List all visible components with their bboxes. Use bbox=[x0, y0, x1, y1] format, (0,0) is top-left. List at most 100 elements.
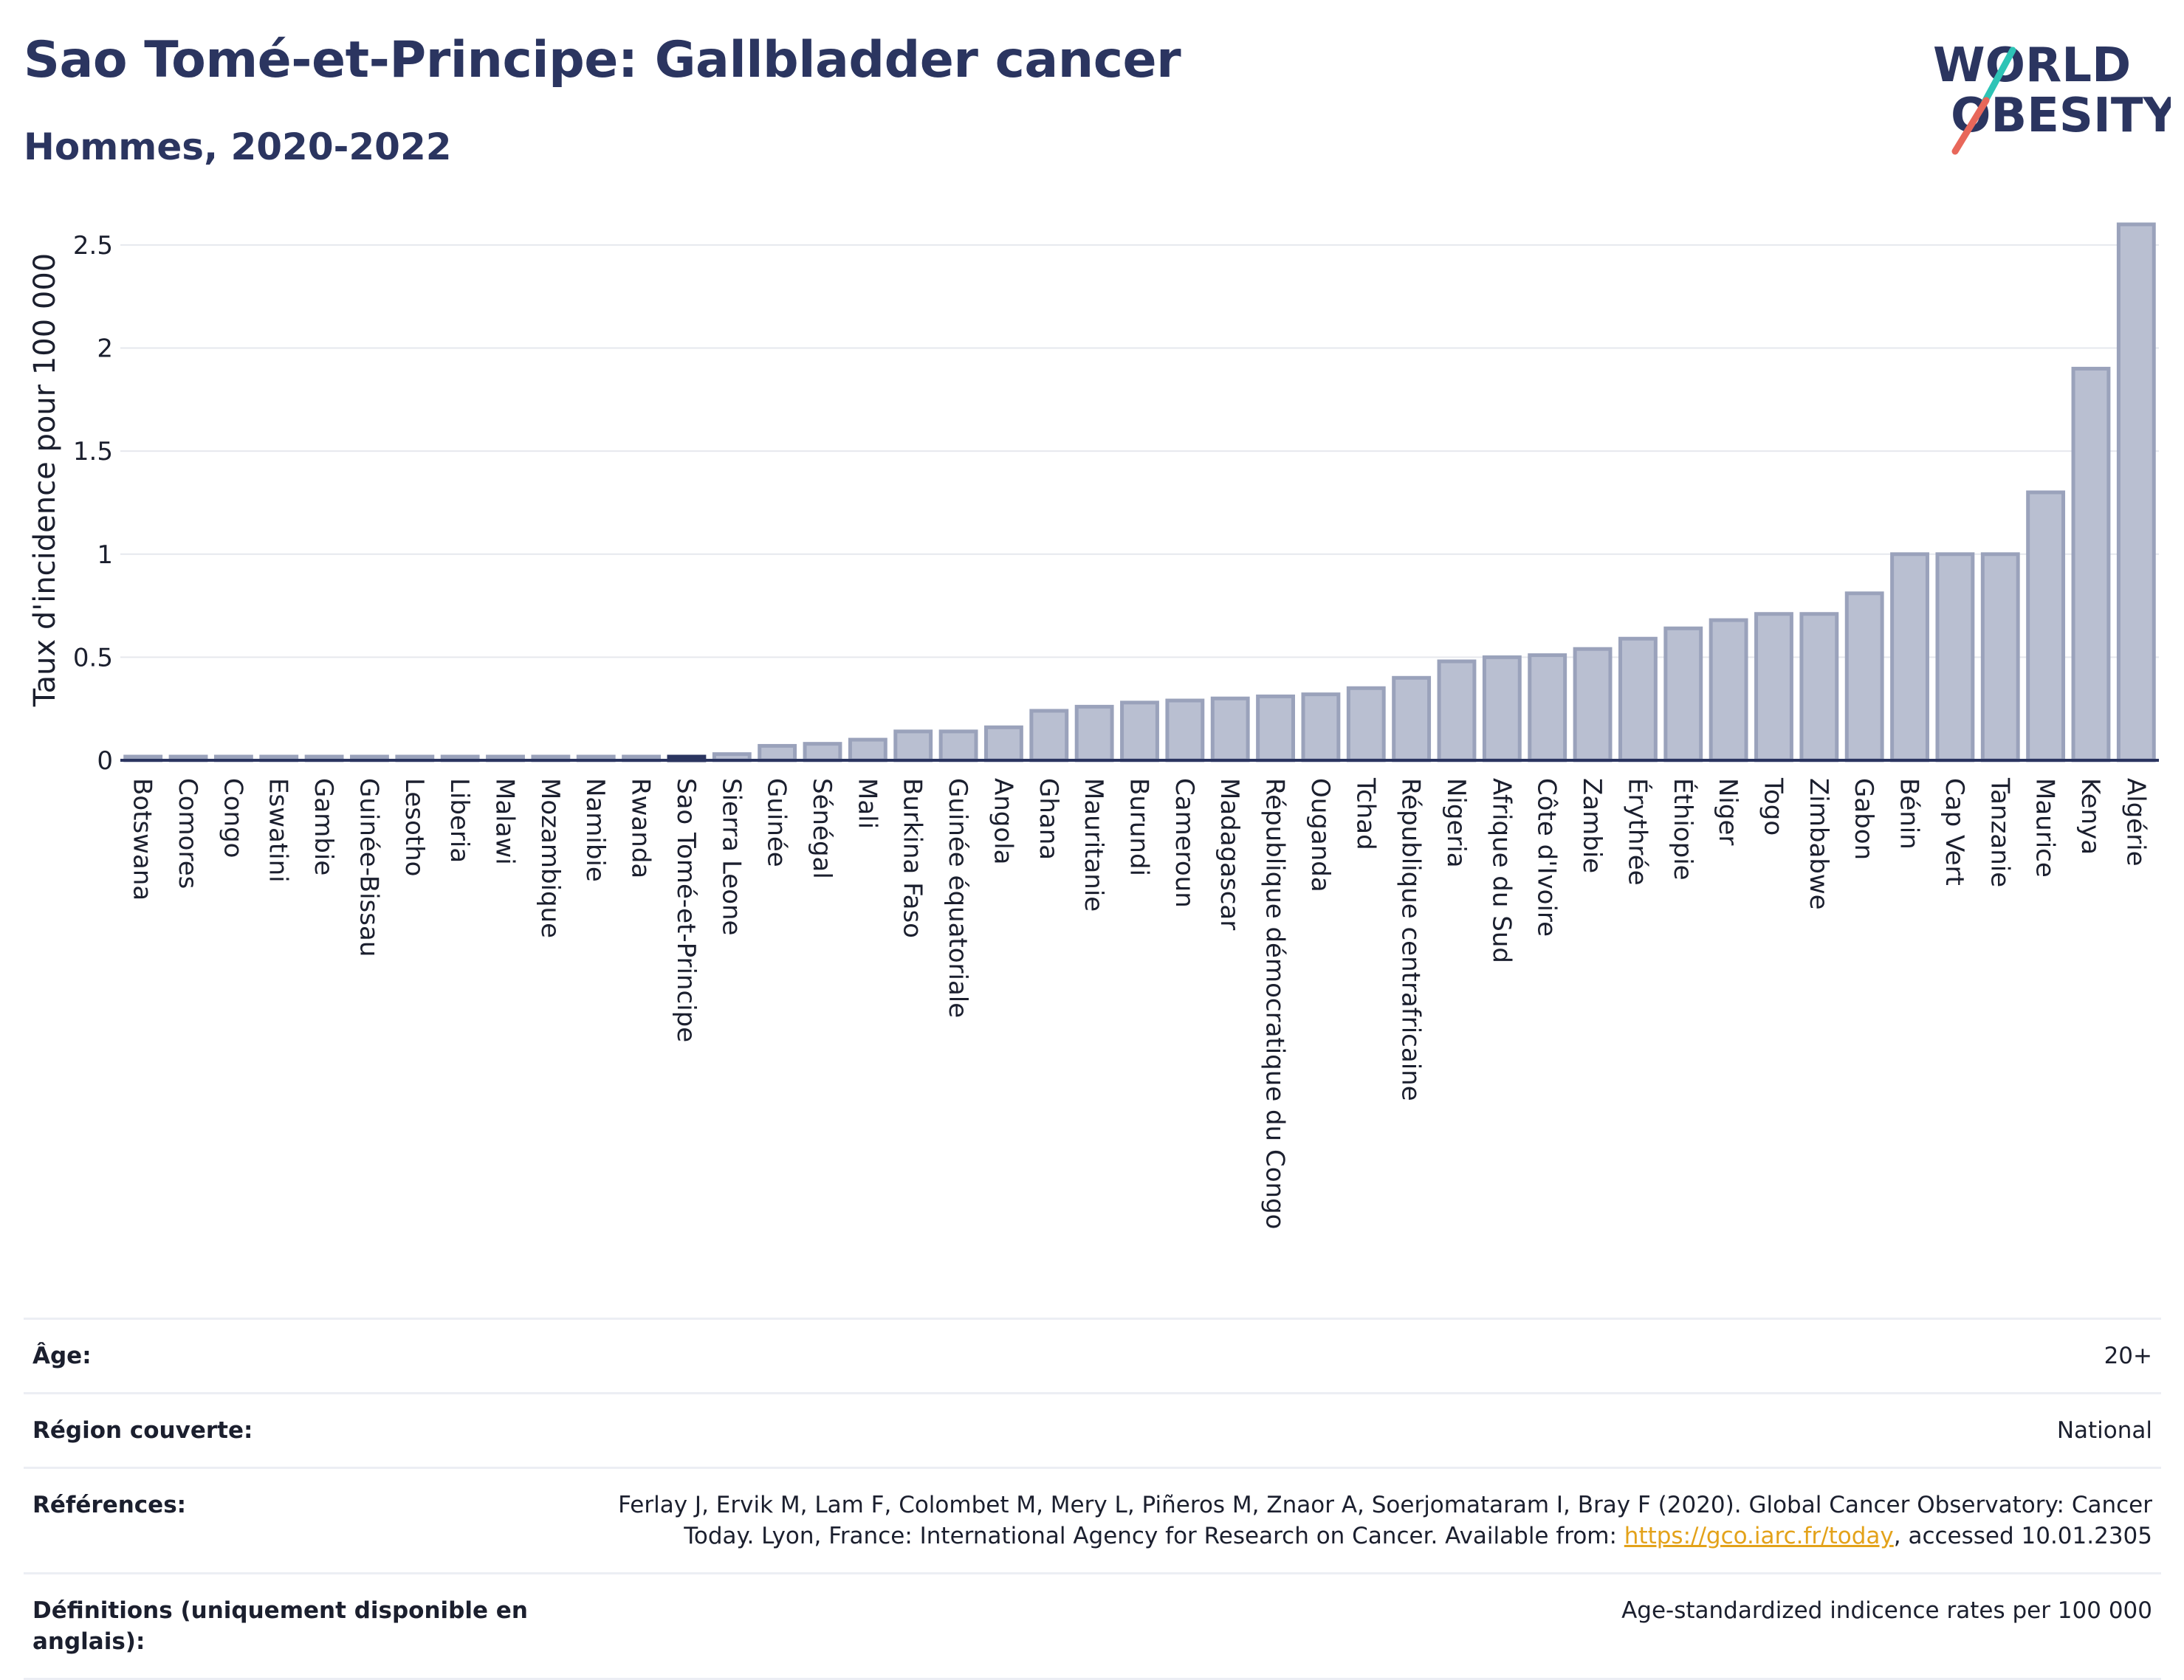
bar[interactable] bbox=[1120, 700, 1159, 762]
logo-line1: WORLD bbox=[1933, 38, 2131, 93]
bar[interactable] bbox=[2071, 366, 2111, 762]
y-tick-label: 2.5 bbox=[73, 231, 113, 261]
bar[interactable] bbox=[1392, 675, 1432, 762]
y-tick-label: 2 bbox=[97, 334, 113, 364]
x-tick-label: Gambie bbox=[309, 778, 338, 875]
x-tick-label: Gabon bbox=[1849, 778, 1878, 860]
y-tick-label: 1 bbox=[97, 540, 113, 570]
references-text-1: Ferlay J, Ervik M, Lam F, Colombet M, Me… bbox=[618, 1492, 2152, 1518]
x-tick-label: Botswana bbox=[128, 778, 157, 901]
references-label: Références: bbox=[32, 1492, 187, 1518]
x-tick-label: République démocratique du Congo bbox=[1260, 778, 1290, 1229]
bar[interactable] bbox=[1844, 591, 1884, 762]
x-tick-label: Guinée équatoriale bbox=[943, 778, 972, 1018]
bar[interactable] bbox=[1165, 698, 1205, 762]
bar[interactable] bbox=[1482, 655, 1522, 762]
info-table: Âge: 20+ Région couverte: National Référ… bbox=[24, 1318, 2161, 1680]
x-tick-label: Mali bbox=[852, 778, 882, 829]
logo-slash-coral bbox=[1951, 97, 1990, 155]
bar[interactable] bbox=[893, 729, 933, 762]
region-value: National bbox=[2056, 1417, 2152, 1444]
x-tick-label: Liberia bbox=[444, 778, 474, 863]
world-obesity-logo[interactable]: WORLD OBESITY bbox=[1920, 30, 2171, 162]
x-tick-label: Sénégal bbox=[807, 778, 837, 879]
x-tick-label: Algérie bbox=[2121, 778, 2150, 867]
chart-subtitle: Hommes, 2020-2022 bbox=[24, 125, 452, 168]
x-tick-label: Sierra Leone bbox=[716, 778, 746, 935]
references-value: Ferlay J, Ervik M, Lam F, Colombet M, Me… bbox=[543, 1469, 2161, 1572]
bar[interactable] bbox=[1437, 659, 1477, 762]
x-tick-label: Mozambique bbox=[535, 778, 565, 938]
x-tick-label: Mauritanie bbox=[1079, 778, 1108, 912]
definitions-label: Définitions (uniquement disponible en an… bbox=[32, 1597, 528, 1655]
x-tick-label: Zimbabwe bbox=[1804, 778, 1833, 910]
x-tick-label: Érythrée bbox=[1622, 778, 1652, 886]
x-tick-label: Burkina Faso bbox=[898, 778, 927, 938]
bar[interactable] bbox=[1709, 618, 1748, 762]
bar[interactable] bbox=[1618, 636, 1658, 762]
info-row-references: Références: Ferlay J, Ervik M, Lam F, Co… bbox=[24, 1467, 2161, 1572]
x-tick-label: Zambie bbox=[1577, 778, 1607, 873]
references-text-3: , accessed 10.01.2305 bbox=[1893, 1523, 2152, 1549]
bar[interactable] bbox=[2026, 490, 2066, 762]
x-tick-label: Rwanda bbox=[626, 778, 656, 878]
x-tick-label: Kenya bbox=[2075, 778, 2105, 855]
info-row-region: Région couverte: National bbox=[24, 1392, 2161, 1467]
x-tick-label: Malawi bbox=[490, 778, 520, 865]
bar[interactable] bbox=[1799, 612, 1839, 762]
x-tick-label: Eswatini bbox=[264, 778, 293, 883]
bars bbox=[123, 222, 2156, 762]
references-text-2: Today. Lyon, France: International Agenc… bbox=[684, 1523, 1624, 1549]
bar[interactable] bbox=[1346, 686, 1386, 762]
x-tick-label: Madagascar bbox=[1215, 778, 1244, 930]
x-tick-label: Côte d'Ivoire bbox=[1532, 778, 1562, 937]
bar[interactable] bbox=[1935, 552, 1975, 762]
x-tick-label: Comores bbox=[173, 778, 202, 889]
bar[interactable] bbox=[1663, 626, 1703, 762]
age-label: Âge: bbox=[32, 1343, 92, 1369]
x-tick-label: Tanzanie bbox=[1985, 777, 2014, 887]
region-label: Région couverte: bbox=[32, 1417, 253, 1444]
y-tick-label: 0 bbox=[97, 746, 113, 776]
x-tick-label: République centrafricaine bbox=[1396, 778, 1426, 1101]
x-tick-label: Afrique du Sud bbox=[1486, 778, 1516, 963]
bar[interactable] bbox=[1256, 694, 1295, 762]
x-tick-label: Lesotho bbox=[399, 778, 429, 876]
x-tick-label: Ghana bbox=[1034, 778, 1063, 860]
x-tick-label: Ouganda bbox=[1305, 778, 1335, 892]
bar[interactable] bbox=[1754, 612, 1793, 762]
bar[interactable] bbox=[1301, 692, 1341, 762]
x-tick-label: Cameroun bbox=[1170, 778, 1199, 908]
x-tick-label: Nigeria bbox=[1441, 778, 1471, 868]
bar[interactable] bbox=[1890, 552, 1929, 762]
bar[interactable] bbox=[938, 729, 978, 762]
x-tick-label: Namibie bbox=[580, 778, 610, 882]
x-tick-label: Burundi bbox=[1124, 778, 1154, 876]
chart-title: Sao Tomé-et-Principe: Gallbladder cancer bbox=[24, 31, 1181, 89]
x-tick-label: Sao Tomé-et-Principe bbox=[671, 778, 701, 1042]
bar[interactable] bbox=[803, 742, 842, 762]
x-tick-label: Angola bbox=[988, 778, 1017, 864]
x-tick-labels: Botswana Comores Congo Eswatini Gambie Guinée… bbox=[128, 777, 2151, 1229]
bar[interactable] bbox=[1029, 709, 1069, 762]
x-tick-label: Togo bbox=[1758, 777, 1788, 836]
x-tick-label: Éthiopie bbox=[1668, 778, 1698, 881]
y-axis-label: Taux d'incidence pour 100 000 bbox=[28, 253, 62, 707]
bar[interactable] bbox=[1573, 647, 1613, 762]
bar[interactable] bbox=[758, 743, 797, 762]
bar[interactable] bbox=[1528, 653, 1567, 762]
y-tick-label: 0.5 bbox=[73, 643, 113, 672]
x-tick-label: Guinée bbox=[762, 778, 791, 867]
references-link[interactable]: https://gco.iarc.fr/today bbox=[1624, 1523, 1894, 1549]
y-tick-label: 1.5 bbox=[73, 437, 113, 467]
bar[interactable] bbox=[1980, 552, 2020, 762]
bar[interactable] bbox=[1210, 696, 1250, 762]
bar[interactable] bbox=[848, 737, 887, 762]
bar[interactable] bbox=[984, 725, 1023, 762]
age-value: 20+ bbox=[2104, 1343, 2152, 1369]
x-tick-label: Bénin bbox=[1895, 778, 1924, 850]
x-tick-label: Congo bbox=[218, 778, 247, 858]
x-tick-label: Cap Vert bbox=[1940, 778, 1969, 886]
bar[interactable] bbox=[2116, 222, 2156, 762]
bar[interactable] bbox=[1074, 704, 1114, 762]
